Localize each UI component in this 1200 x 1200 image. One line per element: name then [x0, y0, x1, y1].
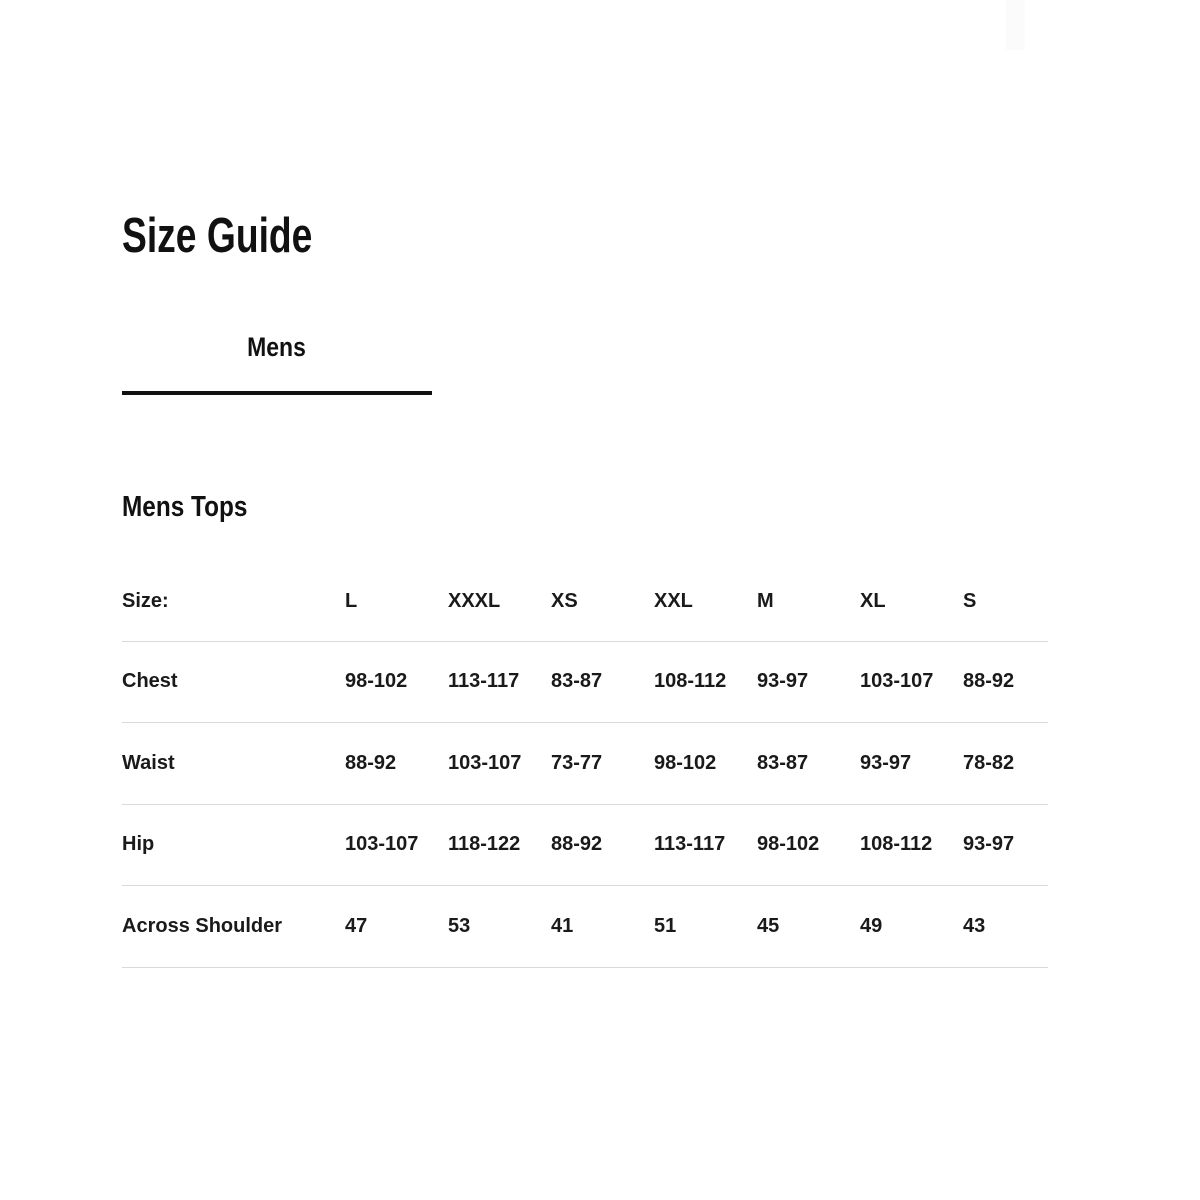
table-cell: 103-107 — [345, 804, 448, 886]
table-cell: 98-102 — [345, 641, 448, 723]
column-header-xs: XS — [551, 563, 654, 642]
table-cell: 88-92 — [345, 722, 448, 805]
table-cell: 93-97 — [963, 804, 1048, 886]
table-cell: 98-102 — [757, 804, 860, 886]
table-cell: 98-102 — [654, 722, 757, 805]
table-cell: 43 — [963, 885, 1048, 968]
scrollbar-remnant — [1006, 0, 1025, 50]
table-cell: 103-107 — [448, 722, 551, 805]
column-header-xl: XL — [860, 563, 963, 642]
table-cell: 88-92 — [551, 804, 654, 886]
row-label-hip: Hip — [122, 804, 345, 886]
size-table: Size: L XXXL XS XXL M XL S Chest 98-102 … — [122, 563, 1048, 968]
table-cell: 53 — [448, 885, 551, 968]
table-cell: 83-87 — [757, 722, 860, 805]
tab-mens-label: Mens — [247, 332, 307, 362]
row-label-waist: Waist — [122, 722, 345, 805]
column-header-s: S — [963, 563, 1048, 642]
table-cell: 93-97 — [860, 722, 963, 805]
tab-bar: Mens — [122, 334, 432, 395]
page-title: Size Guide — [122, 209, 313, 263]
table-cell: 45 — [757, 885, 860, 968]
tab-mens[interactable]: Mens — [122, 334, 432, 395]
column-header-xxl: XXL — [654, 563, 757, 642]
column-header-size: Size: — [122, 563, 345, 642]
table-cell: 113-117 — [654, 804, 757, 886]
table-cell: 83-87 — [551, 641, 654, 723]
size-table-container: Size: L XXXL XS XXL M XL S Chest 98-102 … — [122, 563, 1048, 968]
table-cell: 73-77 — [551, 722, 654, 805]
table-cell: 41 — [551, 885, 654, 968]
column-header-l: L — [345, 563, 448, 642]
table-cell: 108-112 — [860, 804, 963, 886]
table-cell: 47 — [345, 885, 448, 968]
table-row-hip: Hip 103-107 118-122 88-92 113-117 98-102… — [122, 804, 1048, 886]
column-header-m: M — [757, 563, 860, 642]
row-label-chest: Chest — [122, 641, 345, 723]
column-header-xxxl: XXXL — [448, 563, 551, 642]
table-cell: 103-107 — [860, 641, 963, 723]
table-header-row: Size: L XXXL XS XXL M XL S — [122, 563, 1048, 642]
table-row-across-shoulder: Across Shoulder 47 53 41 51 45 49 43 — [122, 885, 1048, 968]
table-row-chest: Chest 98-102 113-117 83-87 108-112 93-97… — [122, 641, 1048, 723]
table-cell: 93-97 — [757, 641, 860, 723]
table-cell: 88-92 — [963, 641, 1048, 723]
table-cell: 108-112 — [654, 641, 757, 723]
section-heading-mens-tops: Mens Tops — [122, 491, 248, 523]
table-row-waist: Waist 88-92 103-107 73-77 98-102 83-87 9… — [122, 722, 1048, 805]
table-cell: 118-122 — [448, 804, 551, 886]
table-cell: 113-117 — [448, 641, 551, 723]
table-cell: 78-82 — [963, 722, 1048, 805]
row-label-across-shoulder: Across Shoulder — [122, 885, 345, 968]
table-cell: 49 — [860, 885, 963, 968]
table-cell: 51 — [654, 885, 757, 968]
